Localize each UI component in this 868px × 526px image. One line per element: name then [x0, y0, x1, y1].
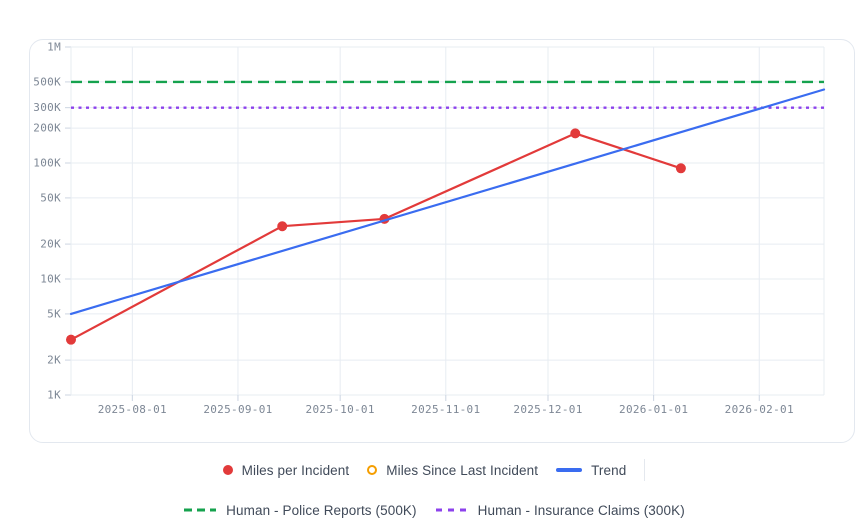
legend-label-miles-per-incident: Miles per Incident [241, 462, 350, 478]
solid-line-icon [556, 468, 583, 472]
green-dashed-line-icon [184, 508, 217, 512]
x-tick-label: 2026-02-01 [725, 403, 794, 416]
y-tick-label: 2K [47, 354, 61, 367]
filled-dot-icon [222, 465, 233, 475]
legend-label-human-insurance-claims: Human - Insurance Claims (300K) [477, 502, 685, 518]
open-circle-icon [367, 465, 378, 475]
data-point-miles-per-incident[interactable] [675, 163, 686, 174]
data-point-miles-per-incident[interactable] [66, 334, 76, 345]
y-tick-label: 300K [33, 101, 61, 114]
data-point-miles-per-incident[interactable] [570, 128, 581, 139]
legend-divider [644, 459, 646, 481]
miles-per-incident-chart[interactable]: 1K 2K 5K 10K 20K 50K 100K 200K 300K 500K 1M 2025-08… [30, 40, 854, 442]
y-tick-label: 500K [33, 75, 61, 88]
y-tick-label: 100K [33, 157, 61, 170]
legend-item-trend[interactable]: Trend [556, 463, 626, 478]
legend-series: Miles per Incident Miles Since Last Inci… [0, 459, 868, 481]
legend-item-miles-per-incident[interactable]: Miles per Incident [222, 462, 350, 478]
legend-label-miles-since-last-incident: Miles Since Last Incident [386, 462, 539, 478]
x-tick-label: 2025-10-01 [306, 403, 375, 416]
legend-label-trend: Trend [591, 462, 627, 478]
legend-item-miles-since-last-incident[interactable]: Miles Since Last Incident [367, 463, 538, 478]
legend-item-human-police-reports[interactable]: Human - Police Reports (500K) [183, 502, 417, 518]
legend-item-human-insurance-claims[interactable]: Human - Insurance Claims (300K) [435, 503, 685, 518]
series-line-trend [69, 88, 826, 315]
y-tick-label: 1K [47, 389, 61, 402]
legend-references: Human - Police Reports (500K) Human - In… [0, 499, 868, 521]
data-point-miles-per-incident[interactable] [277, 221, 288, 232]
legend-label-human-police-reports: Human - Police Reports (500K) [226, 502, 417, 518]
purple-dashed-line-icon [435, 508, 468, 512]
y-tick-label: 5K [47, 307, 61, 320]
x-tick-label: 2025-12-01 [513, 403, 582, 416]
x-tick-label: 2025-09-01 [203, 403, 272, 416]
y-tick-label: 1M [47, 41, 61, 54]
y-tick-label: 200K [33, 122, 61, 135]
x-tick-label: 2025-11-01 [411, 403, 480, 416]
y-tick-label: 50K [40, 191, 61, 204]
series-line-miles-per-incident [69, 132, 683, 341]
x-tick-label: 2025-08-01 [98, 403, 167, 416]
chart-card: 1K 2K 5K 10K 20K 50K 100K 200K 300K 500K 1M 2025-08… [29, 39, 855, 443]
x-tick-label: 2026-01-01 [619, 403, 688, 416]
y-tick-label: 10K [40, 273, 61, 286]
axes-and-grid: 1K 2K 5K 10K 20K 50K 100K 200K 300K 500K 1M 2025-08… [33, 41, 825, 416]
y-tick-label: 20K [40, 238, 61, 251]
